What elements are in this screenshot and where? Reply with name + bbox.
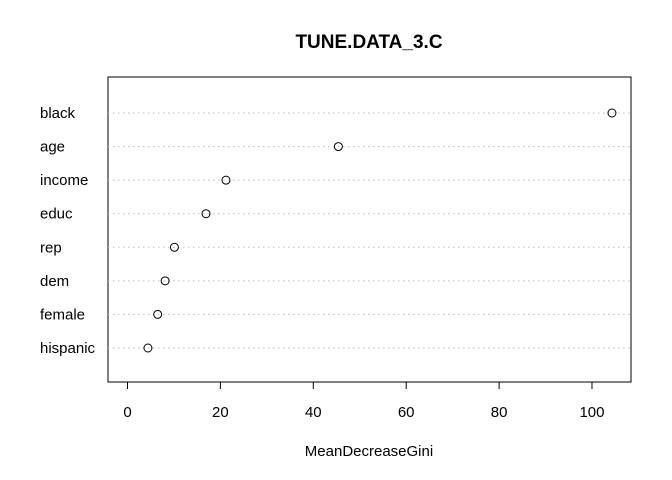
data-point-dem bbox=[160, 276, 170, 286]
data-point-hispanic bbox=[143, 343, 153, 353]
x-axis-label: MeanDecreaseGini bbox=[305, 443, 433, 460]
x-axis: 0 20 40 60 80 100 bbox=[123, 381, 604, 421]
data-point-educ bbox=[201, 209, 211, 219]
x-tick-label-0: 0 bbox=[123, 404, 131, 421]
category-labels: black age income educ rep dem female hispanic bbox=[40, 105, 96, 357]
data-point-income bbox=[221, 175, 231, 185]
x-tick-label-60: 60 bbox=[398, 404, 415, 421]
data-point-age bbox=[333, 142, 343, 152]
data-point-black bbox=[607, 108, 617, 118]
data-point-female bbox=[153, 309, 163, 319]
x-tick-label-40: 40 bbox=[305, 404, 322, 421]
data-point-rep bbox=[169, 242, 179, 252]
data-points bbox=[143, 108, 617, 353]
x-tick-label-20: 20 bbox=[212, 404, 229, 421]
category-label-age: age bbox=[40, 139, 65, 156]
x-tick-label-100: 100 bbox=[579, 404, 604, 421]
category-label-female: female bbox=[40, 306, 85, 323]
x-tick-label-80: 80 bbox=[491, 404, 508, 421]
category-label-dem: dem bbox=[40, 273, 69, 290]
category-label-rep: rep bbox=[40, 239, 62, 256]
grid-lines bbox=[108, 112, 631, 349]
category-label-black: black bbox=[40, 105, 76, 122]
chart-title: TUNE.DATA_3.C bbox=[295, 32, 442, 53]
category-label-income: income bbox=[40, 172, 88, 189]
category-label-hispanic: hispanic bbox=[40, 340, 96, 357]
plot-frame bbox=[107, 76, 632, 383]
category-label-educ: educ bbox=[40, 206, 73, 223]
